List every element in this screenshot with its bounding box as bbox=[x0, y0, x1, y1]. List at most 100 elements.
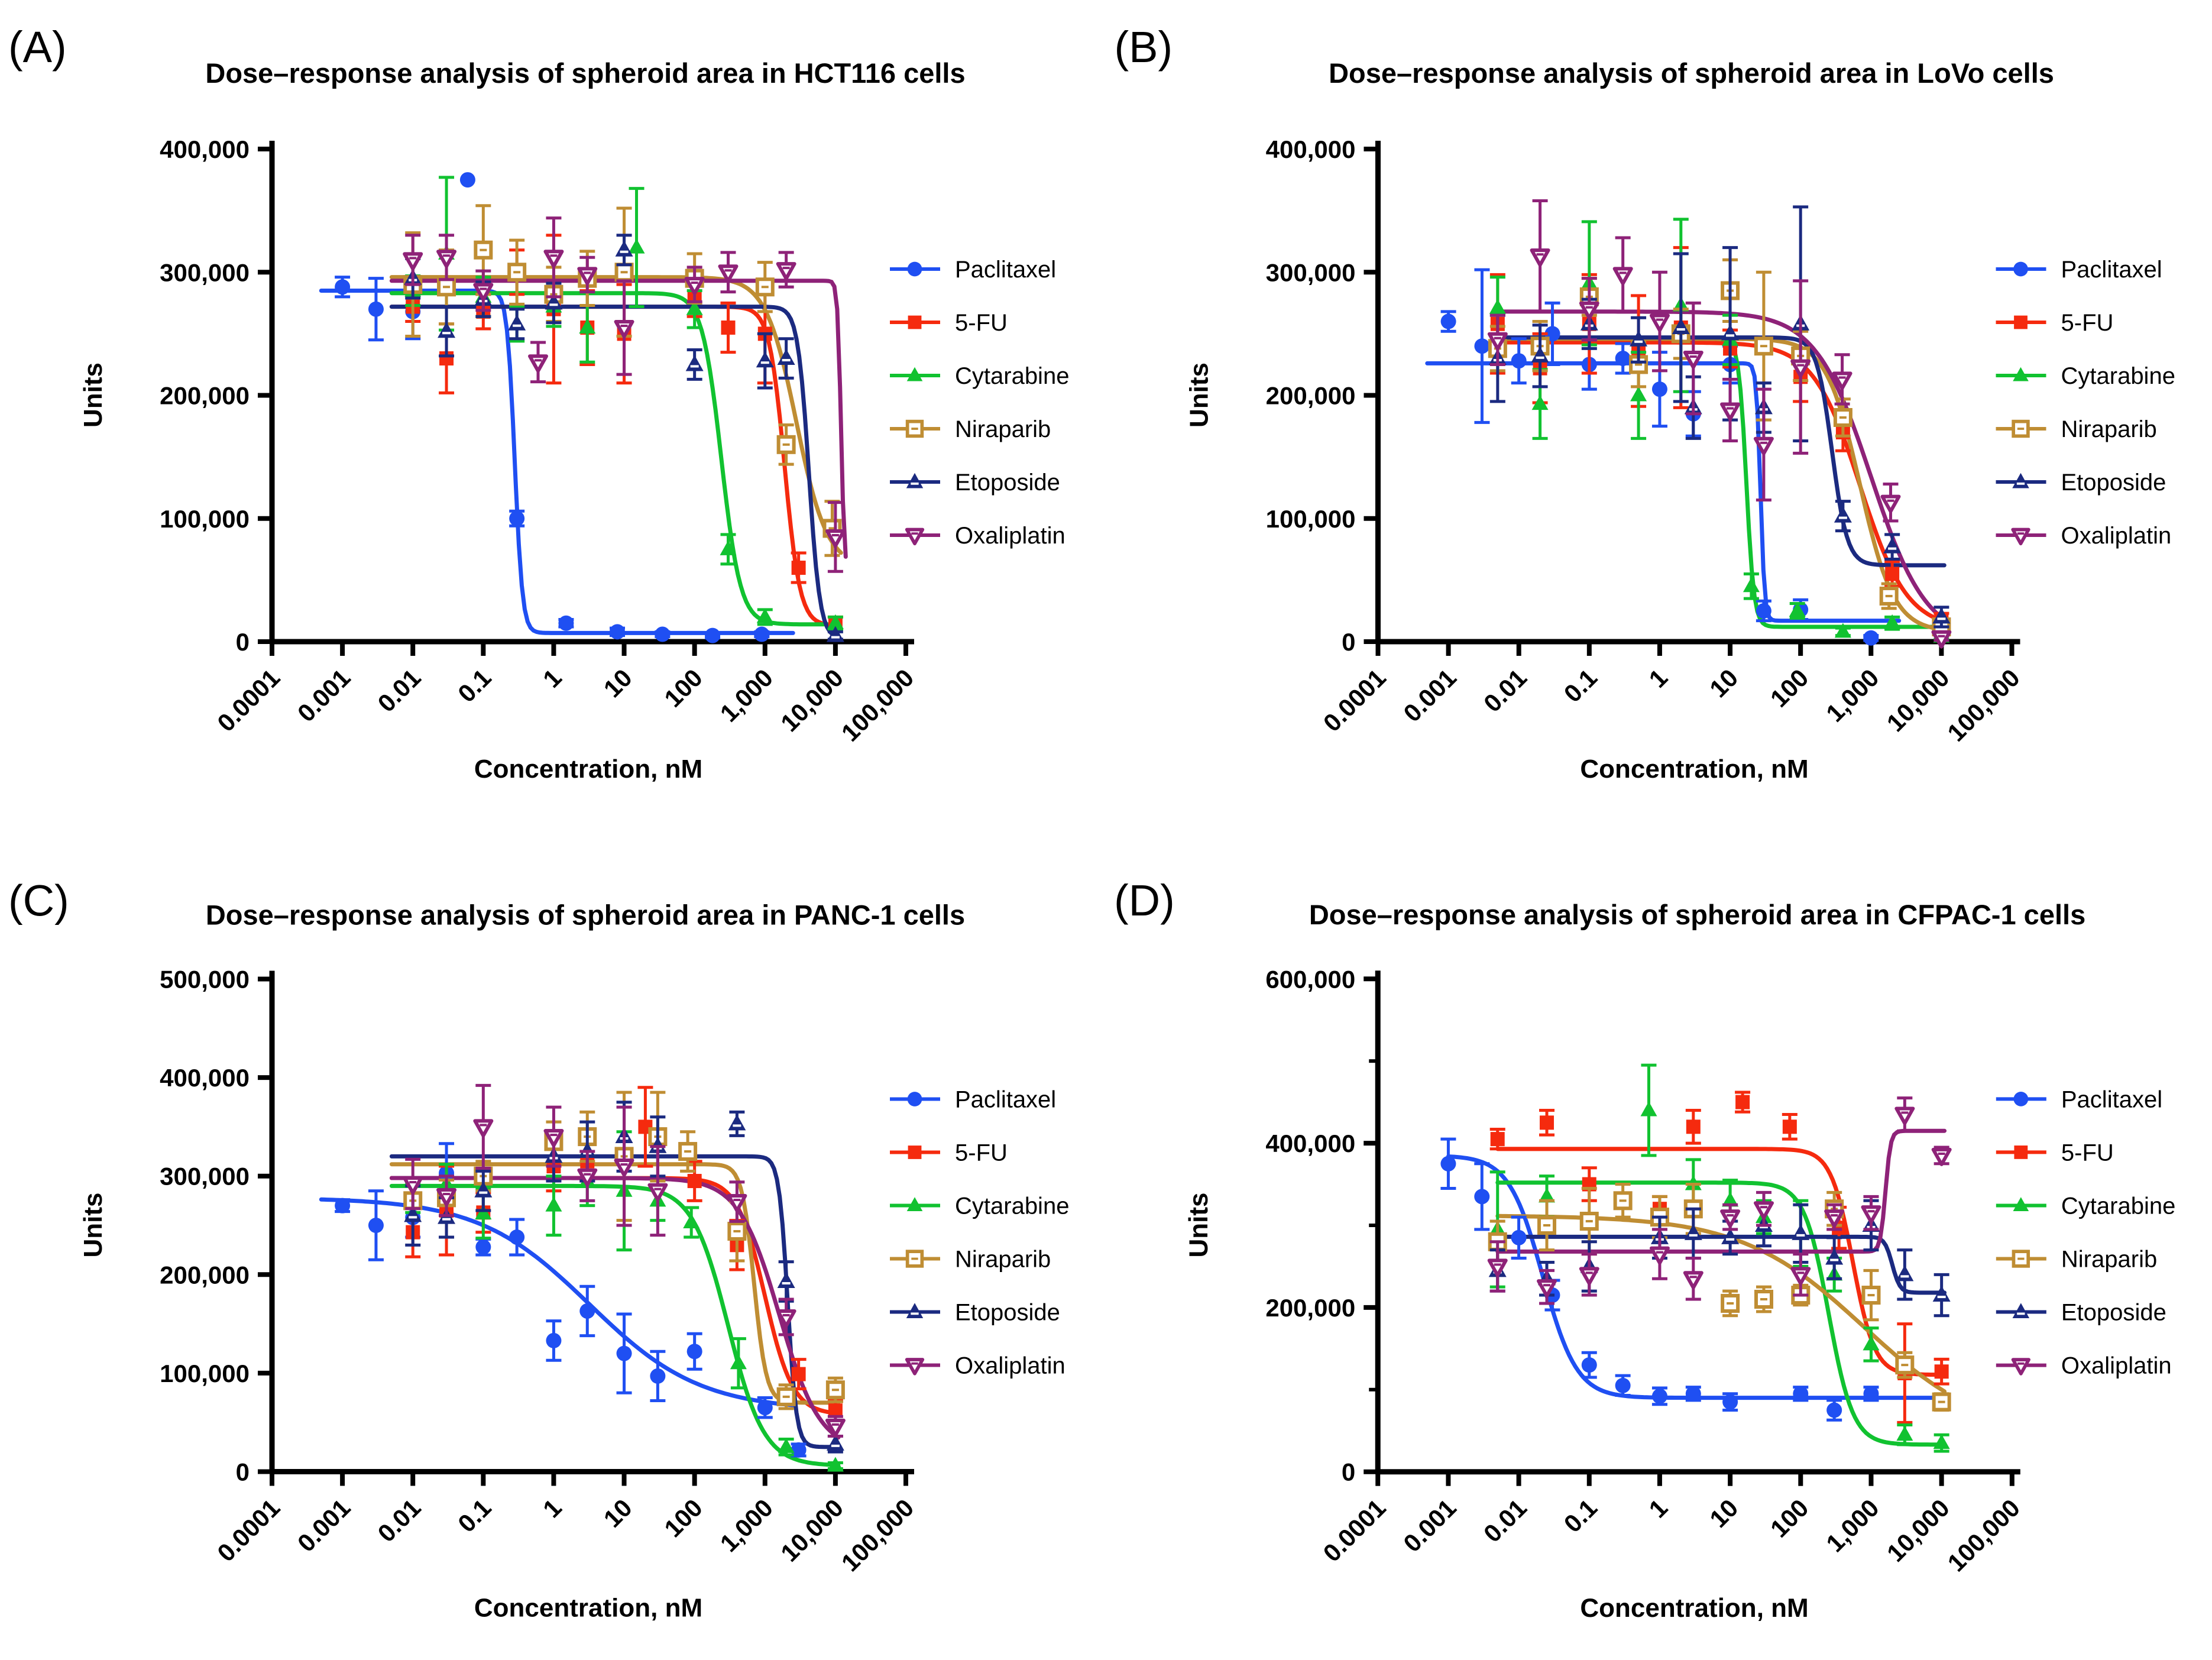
marker-open-tri-down-dash bbox=[1797, 364, 1805, 367]
legend-label: Oxaliplatin bbox=[955, 1353, 1065, 1379]
x-tick-label: 0.01 bbox=[1478, 664, 1532, 717]
x-tick-label: 0.0001 bbox=[1318, 1494, 1391, 1567]
marker-circle bbox=[1581, 1357, 1597, 1373]
marker-triangle-line bbox=[1630, 330, 1648, 347]
marker-triangle-line-slot bbox=[831, 636, 840, 639]
marker-triangle-line bbox=[1721, 1228, 1740, 1244]
marker-triangle bbox=[1789, 601, 1806, 617]
panel-letter: (D) bbox=[1114, 876, 1175, 925]
marker-triangle-line-slot bbox=[690, 365, 699, 368]
fit-curve-cytarabine bbox=[389, 291, 841, 627]
legend-label: Paclitaxel bbox=[2061, 257, 2162, 283]
marker-open-square-dash bbox=[1760, 345, 1767, 348]
x-axis-title: Concentration, nM bbox=[1580, 755, 1808, 784]
marker-open-tri-down bbox=[1931, 1147, 1952, 1166]
x-tick-label: 1,000 bbox=[715, 664, 779, 727]
marker-open-tri-down-dash bbox=[1689, 1276, 1697, 1279]
legend: Paclitaxel 5-FU Cytarabine Niraparib Etoposi… bbox=[890, 257, 1069, 549]
marker-open-tri-down bbox=[1861, 1205, 1881, 1224]
marker-triangle bbox=[827, 614, 844, 629]
marker-open-tri-down-dash bbox=[1543, 1284, 1551, 1287]
marker-open-tri-down bbox=[1537, 1279, 1557, 1298]
x-tick-label: 0.0001 bbox=[1318, 664, 1391, 737]
fit-curve-5-fu bbox=[389, 305, 841, 627]
marker-triangle-line-slot bbox=[549, 303, 558, 306]
legend-item: Oxaliplatin bbox=[890, 1353, 1065, 1379]
marker-triangle-line-slot bbox=[1796, 1234, 1805, 1237]
marker-open-tri-down-dash bbox=[831, 533, 839, 536]
marker-circle bbox=[1651, 1388, 1667, 1404]
marker-open-tri-down-dash bbox=[1760, 1206, 1767, 1209]
legend-item: Oxaliplatin bbox=[890, 523, 1065, 549]
chart-title: Dose–response analysis of spheroid area … bbox=[205, 57, 965, 89]
marker-open-tri-down-dash bbox=[409, 1181, 417, 1184]
y-tick-label: 0 bbox=[1342, 1458, 1355, 1486]
marker-open-tri-down bbox=[473, 283, 494, 302]
marker-open-tri-down-dash bbox=[1797, 1271, 1805, 1274]
x-tick-label: 10 bbox=[598, 1494, 637, 1533]
marker-square bbox=[2014, 315, 2028, 329]
marker-open-tri-down bbox=[1790, 359, 1811, 378]
legend-label: Cytarabine bbox=[955, 363, 1069, 389]
marker-open-tri-down-dash bbox=[1619, 271, 1627, 274]
x-tick-label: 0.001 bbox=[1398, 664, 1462, 727]
x-axis-title: Concentration, nM bbox=[474, 1594, 702, 1623]
marker-triangle-line-slot bbox=[1676, 328, 1685, 331]
marker-triangle-line bbox=[826, 626, 844, 642]
marker-triangle-line-slot bbox=[911, 1312, 919, 1315]
marker-open-square bbox=[755, 277, 775, 297]
chart-title: Dose–response analysis of spheroid area … bbox=[206, 899, 965, 931]
legend-item: Oxaliplatin bbox=[1996, 1353, 2172, 1379]
marker-circle bbox=[509, 510, 525, 526]
marker-open-square-dash bbox=[782, 1395, 790, 1398]
series-cytarabine bbox=[1489, 1063, 1950, 1453]
marker-triangle-line-slot bbox=[831, 1444, 840, 1447]
fit-curve-paclitaxel bbox=[319, 1197, 795, 1407]
marker-triangle-line bbox=[1825, 1248, 1844, 1265]
marker-square bbox=[2014, 1146, 2028, 1159]
series-oxaliplatin bbox=[403, 1083, 846, 1438]
legend-item: Niraparib bbox=[1996, 1247, 2157, 1273]
marker-triangle bbox=[2013, 1197, 2029, 1211]
marker-triangle-line bbox=[1834, 506, 1852, 523]
plot-area: 0 100,000 200,000 300,000 400,000 0.0001 0.001… bbox=[160, 135, 1069, 747]
marker-open-square-dash bbox=[1760, 1297, 1767, 1301]
marker-circle bbox=[459, 172, 475, 188]
marker-open-square-dash bbox=[1585, 1220, 1593, 1223]
marker-open-square-dash bbox=[1619, 1199, 1627, 1202]
marker-open-square bbox=[1861, 1286, 1881, 1305]
marker-triangle-line bbox=[777, 1271, 795, 1288]
panel-letter: (A) bbox=[8, 22, 67, 72]
legend-item: Etoposide bbox=[890, 1300, 1060, 1326]
marker-open-tri-down bbox=[614, 319, 634, 338]
y-tick-label: 500,000 bbox=[160, 966, 250, 994]
marker-square bbox=[1782, 1119, 1797, 1134]
chart-title: Dose–response analysis of spheroid area … bbox=[1329, 57, 2054, 89]
legend-label: Cytarabine bbox=[955, 1193, 1069, 1219]
marker-circle bbox=[1863, 630, 1879, 646]
marker-triangle-line-slot bbox=[911, 482, 919, 485]
fit-curve-etoposide bbox=[1495, 335, 1947, 568]
marker-triangle bbox=[683, 1214, 700, 1229]
marker-circle bbox=[1511, 353, 1527, 369]
legend-label: 5-FU bbox=[2061, 1140, 2114, 1166]
marker-open-square-dash bbox=[1543, 1224, 1551, 1227]
marker-triangle-line-slot bbox=[620, 250, 629, 253]
marker-open-tri-down-dash bbox=[550, 254, 558, 257]
marker-open-tri-down bbox=[1487, 332, 1508, 351]
x-tick-label: 100,000 bbox=[836, 1494, 919, 1577]
marker-circle bbox=[1863, 1386, 1879, 1402]
x-tick-label: 0.0001 bbox=[212, 664, 285, 737]
marker-triangle-line-slot bbox=[782, 1282, 791, 1284]
marker-open-tri-down bbox=[1894, 1106, 1915, 1125]
marker-open-tri-down bbox=[1880, 494, 1901, 513]
marker-triangle-line bbox=[1721, 324, 1740, 341]
marker-open-tri-down-dash bbox=[1760, 441, 1767, 444]
panel-d-plot: (D) Dose–response analysis of spheroid a… bbox=[1114, 876, 2175, 1623]
legend-label: 5-FU bbox=[955, 1140, 1008, 1166]
marker-open-tri-down-dash bbox=[584, 271, 591, 274]
marker-triangle-line-slot bbox=[1536, 356, 1544, 359]
marker-circle bbox=[1793, 1386, 1809, 1402]
marker-open-tri-down bbox=[2011, 1358, 2030, 1376]
marker-triangle bbox=[2013, 367, 2029, 381]
